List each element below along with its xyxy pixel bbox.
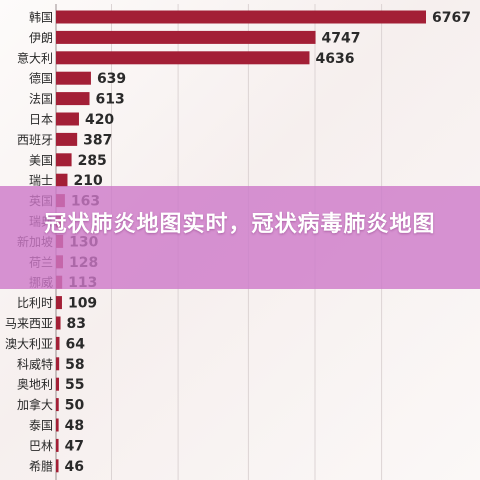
value-label: 58 bbox=[65, 357, 84, 373]
value-label: 50 bbox=[65, 398, 85, 414]
category-label: 马来西亚 bbox=[5, 317, 53, 331]
category-label: 瑞士 bbox=[29, 174, 53, 188]
category-label: 奥地利 bbox=[17, 378, 53, 392]
value-label: 83 bbox=[67, 316, 86, 332]
bar bbox=[56, 438, 59, 452]
value-label: 285 bbox=[78, 153, 107, 169]
bar bbox=[56, 132, 78, 146]
category-label: 伊朗 bbox=[29, 31, 53, 45]
bar bbox=[56, 398, 59, 412]
category-label: 意大利 bbox=[17, 50, 53, 65]
category-label: 美国 bbox=[29, 153, 53, 167]
value-label: 46 bbox=[65, 459, 84, 475]
category-label: 巴林 bbox=[29, 439, 53, 453]
bar bbox=[56, 377, 60, 391]
bar bbox=[56, 296, 62, 310]
category-label: 日本 bbox=[29, 113, 53, 127]
category-label: 希腊 bbox=[29, 458, 53, 473]
bar bbox=[56, 173, 68, 187]
value-label: 4747 bbox=[322, 30, 361, 46]
bar bbox=[56, 30, 316, 44]
bar bbox=[56, 418, 59, 432]
value-label: 4636 bbox=[315, 51, 354, 67]
category-label: 德国 bbox=[29, 71, 53, 86]
value-label: 613 bbox=[96, 92, 125, 108]
bar bbox=[56, 51, 310, 65]
bar bbox=[56, 336, 60, 350]
value-label: 387 bbox=[83, 132, 112, 148]
bar bbox=[56, 357, 60, 371]
category-label: 西班牙 bbox=[17, 133, 53, 147]
value-label: 47 bbox=[65, 438, 84, 454]
category-label: 加拿大 bbox=[17, 397, 53, 412]
bar bbox=[56, 112, 79, 126]
value-label: 6767 bbox=[432, 10, 471, 26]
bar bbox=[56, 459, 59, 473]
category-label: 科威特 bbox=[17, 356, 53, 371]
value-label: 639 bbox=[97, 71, 126, 87]
category-label: 韩国 bbox=[29, 10, 53, 25]
value-label: 210 bbox=[73, 173, 102, 189]
value-label: 55 bbox=[65, 377, 84, 393]
category-label: 澳大利亚 bbox=[5, 337, 53, 351]
bar bbox=[56, 71, 91, 85]
bar bbox=[56, 92, 90, 106]
value-label: 48 bbox=[65, 418, 84, 434]
title-banner: 冠状肺炎地图实时，冠状病毒肺炎地图 bbox=[0, 186, 480, 289]
category-label: 比利时 bbox=[17, 296, 53, 310]
value-label: 64 bbox=[65, 336, 85, 352]
bar bbox=[56, 10, 426, 24]
bar bbox=[56, 316, 61, 330]
value-label: 109 bbox=[68, 296, 97, 312]
bar bbox=[56, 153, 72, 167]
banner-title: 冠状肺炎地图实时，冠状病毒肺炎地图 bbox=[44, 212, 436, 237]
category-label: 法国 bbox=[29, 92, 53, 106]
category-label: 泰国 bbox=[29, 419, 53, 433]
value-label: 420 bbox=[85, 112, 114, 128]
